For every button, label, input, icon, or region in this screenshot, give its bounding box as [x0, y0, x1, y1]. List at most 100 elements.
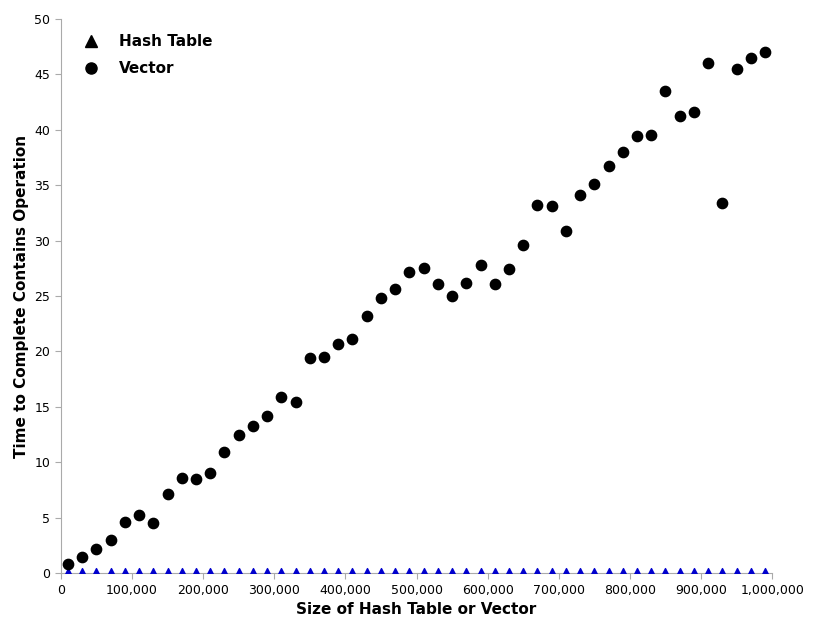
Hash Table [104, 568, 117, 578]
Hash Table [161, 568, 174, 578]
Hash Table [659, 568, 672, 578]
Vector [275, 392, 288, 402]
Vector [588, 179, 601, 189]
Vector [488, 279, 501, 289]
Hash Table [545, 568, 558, 578]
Vector [204, 468, 217, 478]
Hash Table [204, 568, 217, 578]
Vector [631, 131, 644, 141]
Vector [332, 339, 345, 349]
Vector [61, 559, 74, 569]
Vector [474, 260, 487, 270]
Vector [190, 474, 203, 484]
Legend: Hash Table, Vector: Hash Table, Vector [69, 27, 220, 84]
Hash Table [275, 568, 288, 578]
Hash Table [673, 568, 686, 578]
Hash Table [730, 568, 743, 578]
Vector [431, 279, 444, 289]
Hash Table [631, 568, 644, 578]
Vector [90, 544, 103, 554]
Vector [659, 86, 672, 96]
Vector [317, 352, 330, 362]
Hash Table [446, 568, 459, 578]
Vector [502, 264, 515, 274]
Vector [232, 430, 245, 440]
Hash Table [389, 568, 402, 578]
Vector [645, 130, 658, 140]
Hash Table [232, 568, 245, 578]
Hash Table [360, 568, 373, 578]
Vector [446, 291, 459, 301]
Vector [560, 225, 573, 235]
Vector [744, 52, 757, 62]
Hash Table [375, 568, 388, 578]
Vector [716, 198, 729, 208]
Hash Table [133, 568, 146, 578]
Hash Table [531, 568, 544, 578]
Hash Table [517, 568, 530, 578]
Vector [389, 285, 402, 295]
Hash Table [246, 568, 259, 578]
Vector [375, 293, 388, 304]
Vector [346, 334, 359, 345]
Hash Table [190, 568, 203, 578]
Hash Table [744, 568, 757, 578]
Vector [175, 473, 188, 483]
Vector [758, 47, 771, 57]
Hash Table [261, 568, 274, 578]
X-axis label: Size of Hash Table or Vector: Size of Hash Table or Vector [296, 602, 537, 617]
Hash Table [90, 568, 103, 578]
Vector [133, 510, 146, 521]
Vector [119, 517, 132, 527]
Hash Table [588, 568, 601, 578]
Vector [673, 112, 686, 122]
Hash Table [146, 568, 160, 578]
Vector [161, 490, 174, 500]
Hash Table [460, 568, 473, 578]
Vector [402, 266, 416, 276]
Hash Table [332, 568, 345, 578]
Hash Table [716, 568, 729, 578]
Vector [460, 278, 473, 288]
Y-axis label: Time to Complete Contains Operation: Time to Complete Contains Operation [14, 134, 29, 457]
Hash Table [289, 568, 302, 578]
Hash Table [119, 568, 132, 578]
Vector [289, 398, 302, 408]
Hash Table [303, 568, 317, 578]
Hash Table [61, 568, 74, 578]
Hash Table [645, 568, 658, 578]
Vector [146, 518, 160, 528]
Vector [702, 58, 715, 68]
Hash Table [502, 568, 515, 578]
Hash Table [616, 568, 629, 578]
Hash Table [346, 568, 359, 578]
Hash Table [417, 568, 430, 578]
Vector [303, 353, 317, 363]
Vector [545, 201, 558, 211]
Vector [730, 64, 743, 74]
Hash Table [573, 568, 587, 578]
Vector [246, 421, 259, 431]
Hash Table [218, 568, 231, 578]
Hash Table [402, 568, 416, 578]
Hash Table [687, 568, 700, 578]
Hash Table [431, 568, 444, 578]
Hash Table [474, 568, 487, 578]
Hash Table [560, 568, 573, 578]
Hash Table [602, 568, 615, 578]
Hash Table [175, 568, 188, 578]
Vector [573, 190, 587, 200]
Vector [531, 200, 544, 210]
Vector [75, 551, 88, 562]
Vector [616, 147, 629, 157]
Vector [104, 535, 117, 545]
Vector [517, 240, 530, 250]
Hash Table [75, 568, 88, 578]
Hash Table [758, 568, 771, 578]
Vector [360, 311, 373, 321]
Vector [687, 107, 700, 117]
Vector [602, 162, 615, 172]
Hash Table [317, 568, 330, 578]
Hash Table [488, 568, 501, 578]
Vector [261, 411, 274, 421]
